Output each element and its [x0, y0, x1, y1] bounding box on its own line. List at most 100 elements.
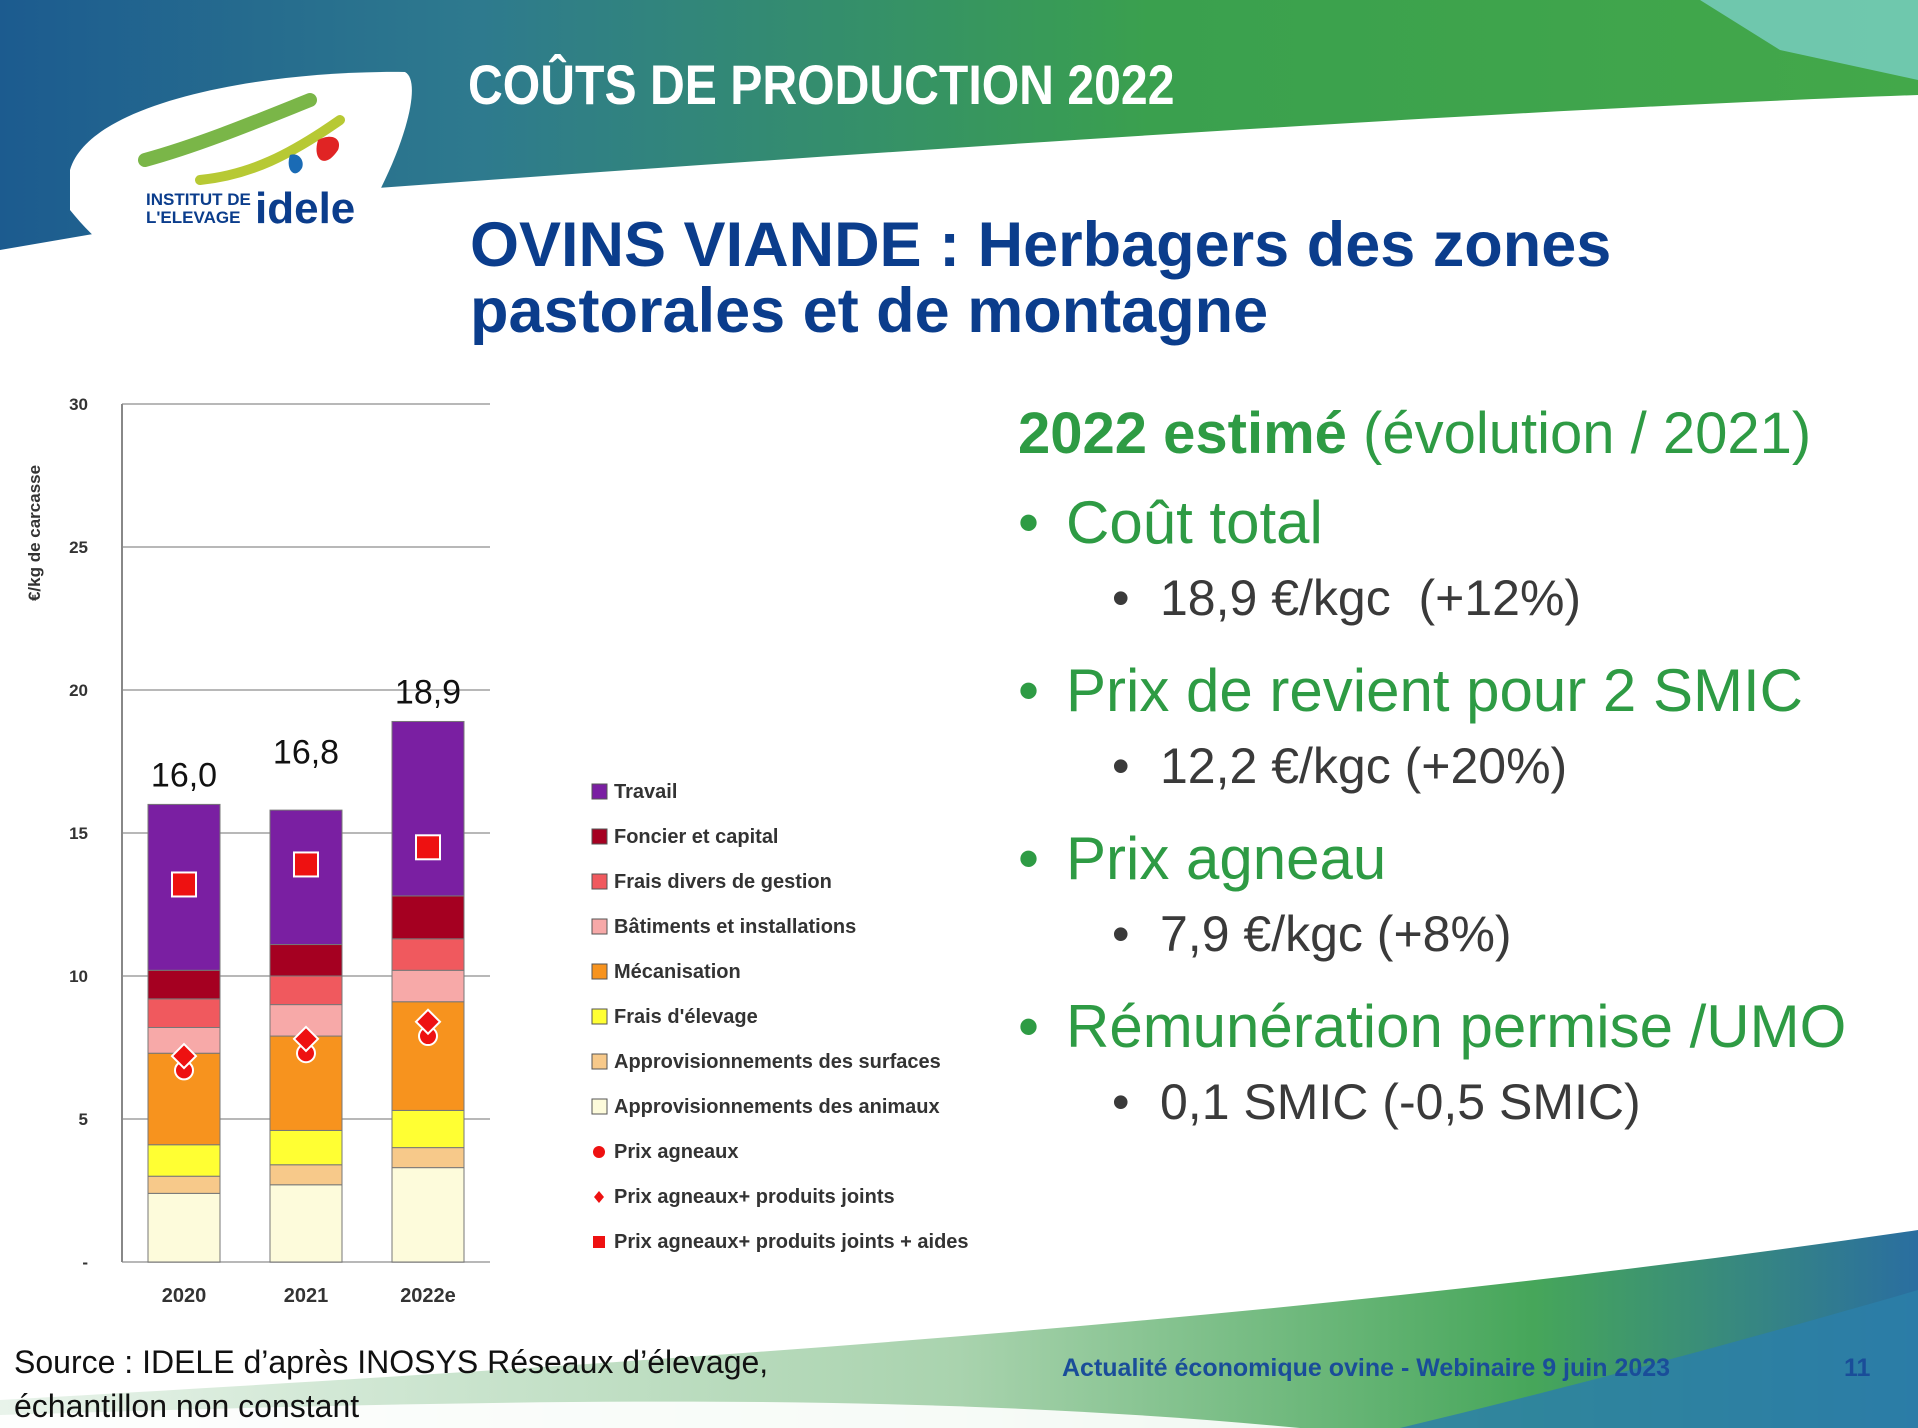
logo-shield-icon	[70, 71, 412, 310]
legend-label: Frais d'élevage	[614, 1006, 758, 1028]
logo-line1: INSTITUT DE	[146, 190, 251, 209]
y-tick-label: 25	[69, 538, 88, 557]
legend-swatch	[591, 783, 608, 800]
legend-label: Prix agneaux	[614, 1141, 739, 1163]
summary-panel: 2022 estimé (évolution / 2021) • Coût tot…	[1018, 400, 1908, 1155]
bar-segment	[391, 1167, 465, 1263]
title-line1: OVINS VIANDE : Herbagers des zones	[470, 210, 1612, 280]
source-note: Source : IDELE d’après INOSYS Réseaux d’…	[14, 1340, 768, 1428]
summary-heading: 2022 estimé (évolution / 2021)	[1018, 400, 1908, 467]
marker-prix-agneaux-produits	[414, 1008, 442, 1036]
logo-line2: L'ELEVAGE	[146, 208, 241, 227]
bullet-dot: •	[1018, 825, 1040, 892]
bullet-label: Rémunération permise /UMO	[1066, 993, 1847, 1060]
bar-segment	[391, 1147, 465, 1169]
bar-segment	[391, 720, 465, 897]
chart-markers	[170, 834, 442, 1081]
bar-segment	[269, 1184, 343, 1263]
bar-segment	[147, 1192, 221, 1263]
bullet-dot: •	[1018, 657, 1040, 724]
bullet-value: 18,9 €/kgc (+12%)	[1160, 570, 1582, 626]
bar-segment	[147, 1175, 221, 1194]
legend-label: Approvisionnements des surfaces	[614, 1051, 941, 1073]
logo-name: idele	[255, 184, 356, 233]
marker-prix-agneaux-aides	[415, 834, 441, 861]
y-axis-label: €/kg de carcasse	[25, 465, 44, 601]
bullet-dot: •	[1112, 906, 1130, 962]
x-tick-label: 2020	[162, 1285, 207, 1307]
x-tick-label: 2022e	[400, 1285, 456, 1307]
marker-prix-agneaux-produits	[170, 1042, 198, 1070]
legend-label: Prix agneaux+ produits joints + aides	[614, 1231, 969, 1253]
bar-segment	[391, 1001, 465, 1111]
total-label: 16,0	[151, 756, 217, 794]
y-tick-label: 5	[79, 1110, 88, 1129]
chart-legend: Travail Foncier et capital Frais divers de…	[591, 781, 969, 1253]
summary-heading-bold: 2022 estimé	[1018, 401, 1347, 466]
bar-segment	[147, 998, 221, 1028]
legend-label: Prix agneaux+ produits joints	[614, 1186, 895, 1208]
legend-label: Foncier et capital	[614, 826, 779, 848]
total-label: 18,9	[395, 673, 461, 711]
bullet-cout-total-value: • 18,9 €/kgc (+12%)	[1018, 563, 1908, 651]
x-tick-label: 2021	[284, 1285, 329, 1307]
legend-swatch	[591, 1008, 608, 1025]
bullet-label: Prix agneau	[1066, 825, 1387, 892]
legend-swatch	[593, 1146, 605, 1158]
summary-heading-rest: (évolution / 2021)	[1346, 401, 1812, 466]
bullet-remuneration-value: • 0,1 SMIC (-0,5 SMIC)	[1018, 1067, 1908, 1155]
legend-swatch	[593, 1236, 605, 1248]
bar-segment	[147, 969, 221, 1000]
legend-swatch	[591, 1098, 608, 1115]
page-number: 11	[1844, 1354, 1871, 1382]
bullet-value: 0,1 SMIC (-0,5 SMIC)	[1160, 1074, 1641, 1130]
legend-swatch	[591, 828, 608, 845]
bullet-prix-revient-value: • 12,2 €/kgc (+20%)	[1018, 731, 1908, 819]
bar-segment	[269, 975, 343, 1006]
bullet-remuneration: • Rémunération permise /UMO	[1018, 987, 1908, 1067]
bar-segment	[391, 1109, 465, 1149]
legend-label: Bâtiments et installations	[614, 916, 856, 938]
bullet-dot: •	[1018, 489, 1040, 556]
bar-segment	[391, 938, 465, 971]
bar-segment	[269, 944, 343, 977]
legend-label: Travail	[614, 781, 677, 803]
legend-swatch	[591, 873, 608, 890]
bar-segment	[269, 1129, 343, 1166]
y-tick-label: 30	[69, 395, 88, 414]
legend-swatch	[591, 918, 608, 935]
bullet-cout-total: • Coût total	[1018, 483, 1908, 563]
bar-segment	[391, 969, 465, 1003]
source-line1: Source : IDELE d’après INOSYS Réseaux d’…	[14, 1344, 769, 1380]
bullet-dot: •	[1112, 1074, 1130, 1130]
y-tick-label: 15	[69, 824, 88, 843]
bullet-dot: •	[1112, 738, 1130, 794]
bullet-value: 12,2 €/kgc (+20%)	[1160, 738, 1568, 794]
legend-label: Mécanisation	[614, 961, 741, 983]
title-line2: pastorales et de montagne	[470, 276, 1269, 346]
bullet-prix-agneau-value: • 7,9 €/kgc (+8%)	[1018, 899, 1908, 987]
slide-kicker: COÛTS DE PRODUCTION 2022	[468, 53, 1175, 116]
bullet-prix-revient: • Prix de revient pour 2 SMIC	[1018, 651, 1908, 731]
legend-label: Frais divers de gestion	[614, 871, 832, 893]
legend-swatch	[591, 1053, 608, 1070]
chart-bars	[147, 720, 465, 1263]
bullet-value: 7,9 €/kgc (+8%)	[1160, 906, 1512, 962]
bullet-prix-agneau: • Prix agneau	[1018, 819, 1908, 899]
bar-segment	[269, 1164, 343, 1186]
y-tick-label: 20	[69, 681, 88, 700]
bullet-dot: •	[1112, 570, 1130, 626]
footer-text: Actualité économique ovine - Webinaire 9…	[1062, 1354, 1671, 1382]
total-label: 16,8	[273, 734, 339, 772]
y-tick-label: 10	[69, 967, 88, 986]
idele-logo	[50, 60, 420, 320]
bullet-label: Coût total	[1066, 489, 1323, 556]
chart-labels: 2020 16,0 2021 16,8 2022e 18,9	[151, 673, 461, 1307]
legend-label: Approvisionnements des animaux	[614, 1096, 940, 1118]
bullet-dot: •	[1018, 993, 1040, 1060]
bar-segment	[147, 1144, 221, 1177]
bar-segment	[391, 895, 465, 940]
marker-prix-agneaux-aides	[171, 871, 197, 898]
